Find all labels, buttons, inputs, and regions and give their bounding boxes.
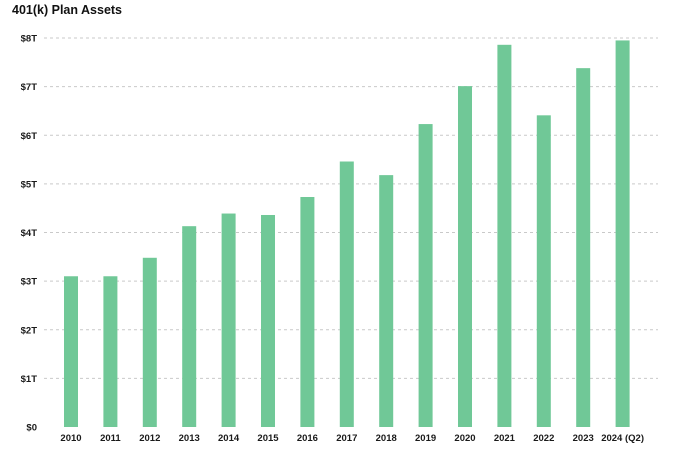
x-tick-label: 2021 bbox=[494, 433, 516, 444]
x-tick-label: 2019 bbox=[415, 433, 436, 444]
x-tick-label: 2016 bbox=[297, 433, 318, 444]
x-tick-label: 2017 bbox=[336, 433, 357, 444]
x-tick-label: 2012 bbox=[139, 433, 160, 444]
bar bbox=[261, 214, 275, 427]
bar bbox=[64, 276, 78, 427]
bar bbox=[458, 86, 472, 428]
x-tick-label: 2010 bbox=[60, 433, 81, 444]
y-tick-label: $7T bbox=[21, 82, 38, 93]
bars bbox=[64, 40, 630, 428]
bar bbox=[615, 40, 630, 428]
bar bbox=[142, 257, 157, 427]
bar bbox=[182, 226, 197, 427]
y-tick-label: $5T bbox=[21, 179, 38, 190]
bar bbox=[103, 276, 118, 427]
x-tick-label: 2020 bbox=[454, 433, 475, 444]
y-tick-label: $3T bbox=[21, 277, 38, 288]
bar bbox=[536, 115, 551, 427]
x-tick-label: 2018 bbox=[376, 433, 397, 444]
bar bbox=[300, 197, 315, 427]
bar bbox=[497, 44, 512, 428]
bar bbox=[576, 68, 591, 428]
y-axis-tick-labels: $0 $1T $2T $3T $4T $5T $6T $7T $8T bbox=[21, 34, 38, 434]
x-tick-label: 2013 bbox=[179, 433, 200, 444]
y-tick-label: $4T bbox=[21, 228, 38, 239]
y-tick-label: $0 bbox=[26, 423, 37, 434]
bar bbox=[418, 124, 433, 427]
bar bbox=[221, 213, 236, 427]
x-tick-label: 2022 bbox=[533, 433, 554, 444]
y-tick-label: $6T bbox=[21, 131, 38, 142]
chart-title: 401(k) Plan Assets bbox=[12, 3, 123, 17]
y-tick-label: $8T bbox=[21, 34, 38, 45]
x-tick-label: 2011 bbox=[100, 433, 121, 444]
x-tick-label: 2024 (Q2) bbox=[601, 433, 644, 444]
x-tick-label: 2014 bbox=[218, 433, 240, 444]
x-tick-label: 2023 bbox=[573, 433, 594, 444]
y-tick-label: $2T bbox=[21, 325, 38, 336]
x-axis-tick-labels: 2010 2011 2012 2013 2014 2015 2016 2017 2018 2019… bbox=[60, 433, 644, 444]
x-tick-label: 2015 bbox=[257, 433, 279, 444]
y-tick-label: $1T bbox=[21, 374, 38, 385]
bar bbox=[339, 161, 354, 427]
bar bbox=[379, 175, 394, 427]
